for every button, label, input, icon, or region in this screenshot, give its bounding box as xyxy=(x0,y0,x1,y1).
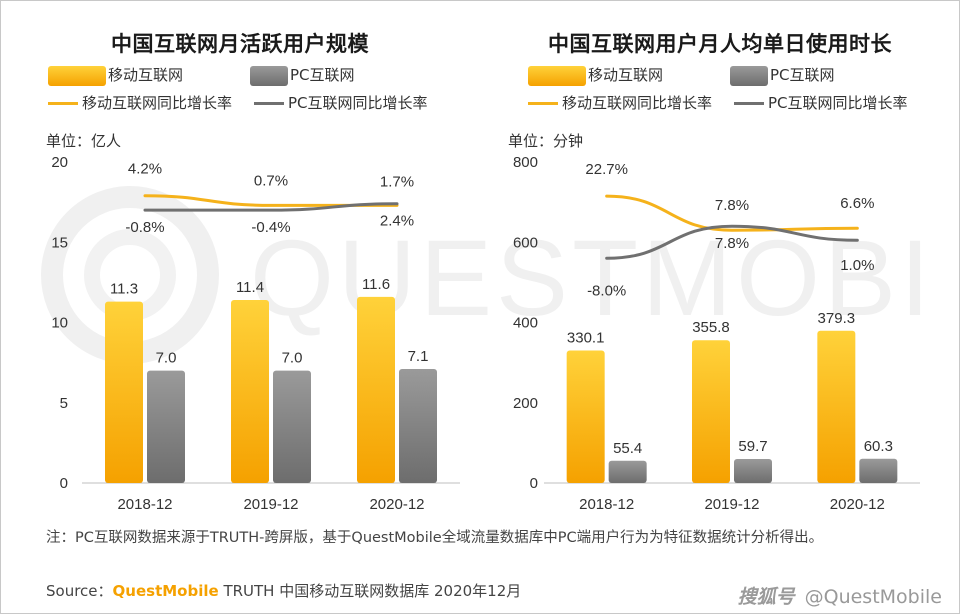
legend-pc-label: PC互联网 xyxy=(770,66,835,84)
bar-pc-label: 59.7 xyxy=(738,438,767,455)
chart-monthly-active-users: 中国互联网月活跃用户规模 移动互联网 PC互联网 移动互联网同比增长率 PC互联… xyxy=(0,0,480,520)
bar-pc xyxy=(608,460,647,483)
bar-mobile-label: 330.1 xyxy=(567,330,605,347)
bar-mobile xyxy=(566,350,605,483)
chart-title: 中国互联网月活跃用户规模 xyxy=(111,32,369,56)
legend-pc-swatch xyxy=(730,65,768,86)
source-brand: QuestMobile xyxy=(112,582,219,600)
bar-pc-label: 7.0 xyxy=(282,350,303,367)
rate-mobile-label: 0.7% xyxy=(254,172,288,189)
rate-pc-label: -8.0% xyxy=(587,282,626,299)
bar-pc xyxy=(147,370,185,483)
x-tick-label: 2020-12 xyxy=(369,496,424,513)
bar-mobile xyxy=(692,340,730,483)
legend-pc: PC互联网 xyxy=(250,64,355,86)
line-pc-rate xyxy=(605,224,859,260)
chart-plot: 0 200 400 600 800 2018-12 330.1 55.4 2019-12 355.… xyxy=(513,154,920,513)
x-tick-label: 2018-12 xyxy=(579,496,634,513)
legend-pc-rate: PC互联网同比增长率 xyxy=(734,92,908,113)
bar-pc xyxy=(399,369,437,483)
bar-mobile-label: 379.3 xyxy=(818,310,856,327)
y-tick-label: 800 xyxy=(513,154,538,171)
legend-mobile: 移动互联网 xyxy=(528,64,663,86)
chart-title: 中国互联网用户月人均单日使用时长 xyxy=(548,32,892,56)
bar-mobile xyxy=(231,300,269,483)
rate-pc-label: -0.8% xyxy=(125,219,164,236)
legend-mobile-label: 移动互联网 xyxy=(588,66,664,84)
rate-mobile-label: 22.7% xyxy=(585,161,628,178)
source-line: Source：QuestMobile TRUTH 中国移动互联网数据库 2020… xyxy=(46,580,521,601)
legend-mobile-label: 移动互联网 xyxy=(108,66,184,84)
bar-pc xyxy=(859,458,898,483)
bar-pc-label: 60.3 xyxy=(864,438,893,455)
y-tick-label: 600 xyxy=(513,234,538,251)
bar-mobile xyxy=(357,296,395,483)
unit-label: 单位：亿人 xyxy=(46,132,122,150)
legend-mobile-swatch xyxy=(528,65,586,86)
bar-pc-label: 7.1 xyxy=(408,348,429,365)
legend-pc-rate: PC互联网同比增长率 xyxy=(254,92,428,113)
y-tick-label: 0 xyxy=(60,475,68,492)
footnote: 注：PC互联网数据来源于TRUTH-跨屏版，基于QuestMobile全域流量数… xyxy=(46,530,824,546)
rate-pc-label: 7.8% xyxy=(715,235,749,252)
legend-mobile-rate-swatch xyxy=(528,102,558,105)
x-tick-label: 2019-12 xyxy=(243,496,298,513)
legend-pc: PC互联网 xyxy=(730,64,835,86)
credit-platform: 搜狐号 xyxy=(737,586,795,608)
legend-mobile-rate-label: 移动互联网同比增长率 xyxy=(82,94,233,112)
legend-pc-rate-label: PC互联网同比增长率 xyxy=(768,94,908,112)
rate-mobile-label: 4.2% xyxy=(128,161,162,178)
legend-mobile-rate: 移动互联网同比增长率 xyxy=(48,92,232,113)
source-prefix: Source： xyxy=(46,582,113,600)
legend-mobile-rate: 移动互联网同比增长率 xyxy=(528,92,712,113)
x-tick-label: 2020-12 xyxy=(830,496,885,513)
rate-mobile-label: 7.8% xyxy=(715,197,749,214)
legend-mobile-rate-label: 移动互联网同比增长率 xyxy=(562,94,713,112)
line-pc-rate xyxy=(143,202,399,212)
x-tick-label: 2018-12 xyxy=(117,496,172,513)
bar-mobile-label: 11.3 xyxy=(110,281,138,298)
y-tick-label: 400 xyxy=(513,315,538,332)
rate-pc-label: 1.0% xyxy=(840,257,874,274)
rate-mobile-label: 6.6% xyxy=(840,195,874,212)
rate-pc-label: -0.4% xyxy=(251,219,290,236)
credit-handle: @QuestMobile xyxy=(804,586,942,608)
legend-pc-rate-swatch xyxy=(734,102,764,105)
bar-mobile-label: 11.6 xyxy=(362,276,390,293)
bar-mobile-label: 355.8 xyxy=(692,319,730,336)
bar-pc-label: 55.4 xyxy=(613,440,642,457)
bar-mobile-label: 11.4 xyxy=(236,279,264,296)
legend-mobile: 移动互联网 xyxy=(48,64,183,86)
y-tick-label: 0 xyxy=(530,475,538,492)
y-tick-label: 10 xyxy=(51,315,68,332)
legend-mobile-rate-swatch xyxy=(48,102,78,105)
chart-daily-usage-time: 中国互联网用户月人均单日使用时长 移动互联网 PC互联网 移动互联网同比增长率 … xyxy=(480,0,960,520)
rate-pc-label: 2.4% xyxy=(380,213,414,230)
bar-pc xyxy=(734,459,772,483)
chart-plot: 0 5 10 15 20 2018-12 11.3 7.0 2019-12 11.4 7.0 2020… xyxy=(51,154,460,513)
y-tick-label: 20 xyxy=(51,154,68,171)
x-tick-label: 2019-12 xyxy=(704,496,759,513)
bar-mobile xyxy=(817,330,856,483)
bar-pc xyxy=(273,370,311,483)
y-tick-label: 15 xyxy=(51,234,68,251)
y-tick-label: 5 xyxy=(60,395,68,412)
bar-mobile xyxy=(105,301,143,483)
legend-pc-rate-label: PC互联网同比增长率 xyxy=(288,94,428,112)
legend-mobile-swatch xyxy=(48,65,106,86)
legend-pc-swatch xyxy=(250,65,288,86)
source-rest: TRUTH 中国移动互联网数据库 2020年12月 xyxy=(223,582,522,600)
y-tick-label: 200 xyxy=(513,395,538,412)
bar-pc-label: 7.0 xyxy=(156,350,177,367)
unit-label: 单位：分钟 xyxy=(508,132,584,150)
legend-pc-rate-swatch xyxy=(254,102,284,105)
line-mobile-rate xyxy=(605,194,859,232)
rate-mobile-label: 1.7% xyxy=(380,173,414,190)
credit: 搜狐号 @QuestMobile xyxy=(738,582,942,609)
legend-pc-label: PC互联网 xyxy=(290,66,355,84)
